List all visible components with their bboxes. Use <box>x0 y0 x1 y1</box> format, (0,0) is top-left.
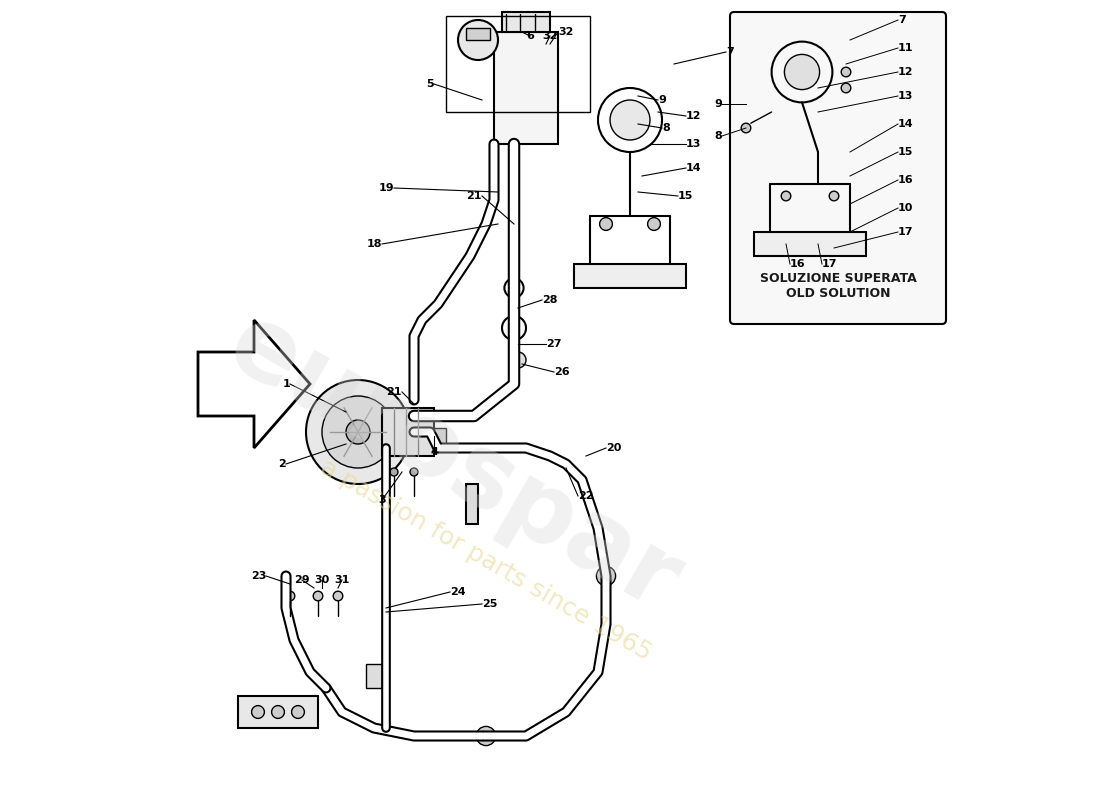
Text: 2: 2 <box>278 459 286 469</box>
Text: 32: 32 <box>542 31 558 41</box>
Text: 4: 4 <box>430 447 438 457</box>
Circle shape <box>610 100 650 140</box>
Circle shape <box>272 706 285 718</box>
Text: SOLUZIONE SUPERATA
OLD SOLUTION: SOLUZIONE SUPERATA OLD SOLUTION <box>760 272 916 300</box>
Circle shape <box>306 380 410 484</box>
Circle shape <box>314 591 322 601</box>
Text: 1: 1 <box>283 379 290 389</box>
Bar <box>446 16 590 112</box>
Bar <box>754 232 866 256</box>
Text: 14: 14 <box>898 119 914 129</box>
Circle shape <box>292 706 305 718</box>
Text: 15: 15 <box>898 147 913 157</box>
Circle shape <box>322 396 394 468</box>
Text: 32: 32 <box>558 27 573 37</box>
Text: 16: 16 <box>898 175 914 185</box>
Text: 15: 15 <box>678 191 693 201</box>
Circle shape <box>252 706 264 718</box>
Bar <box>434 428 446 444</box>
Text: 26: 26 <box>554 367 570 377</box>
Bar <box>238 696 318 728</box>
Text: 25: 25 <box>482 599 497 609</box>
Text: 12: 12 <box>898 67 913 77</box>
Circle shape <box>784 54 820 90</box>
Text: 6: 6 <box>526 31 534 41</box>
Circle shape <box>333 591 343 601</box>
Bar <box>502 12 550 32</box>
Text: 13: 13 <box>686 139 702 149</box>
Circle shape <box>741 123 751 133</box>
Text: 17: 17 <box>822 259 837 269</box>
Circle shape <box>842 83 850 93</box>
Text: 27: 27 <box>546 339 561 349</box>
Circle shape <box>346 420 370 444</box>
Text: 12: 12 <box>686 111 702 121</box>
Text: 17: 17 <box>898 227 913 237</box>
Text: 21: 21 <box>466 191 482 201</box>
Circle shape <box>476 726 496 746</box>
Circle shape <box>781 191 791 201</box>
Bar <box>466 484 478 524</box>
Circle shape <box>390 468 398 476</box>
Text: 20: 20 <box>606 443 621 453</box>
Circle shape <box>600 218 613 230</box>
Text: 29: 29 <box>294 575 310 585</box>
Bar <box>574 264 686 288</box>
Text: 28: 28 <box>542 295 558 305</box>
Circle shape <box>842 67 850 77</box>
FancyBboxPatch shape <box>730 12 946 324</box>
Circle shape <box>648 218 660 230</box>
Text: 11: 11 <box>898 43 913 53</box>
Text: 22: 22 <box>578 491 594 501</box>
Bar <box>494 32 558 144</box>
Bar <box>366 664 382 688</box>
Text: 5: 5 <box>427 79 434 89</box>
Circle shape <box>410 468 418 476</box>
Bar <box>382 408 435 456</box>
Text: a passion for parts since 1965: a passion for parts since 1965 <box>316 455 656 665</box>
Text: 18: 18 <box>366 239 382 249</box>
Circle shape <box>510 352 526 368</box>
Text: 10: 10 <box>898 203 913 213</box>
Text: 7: 7 <box>898 15 905 25</box>
Text: 16: 16 <box>790 259 805 269</box>
Bar <box>466 28 490 40</box>
Text: 23: 23 <box>251 571 266 581</box>
Text: 7: 7 <box>726 47 734 57</box>
Text: 30: 30 <box>315 575 330 585</box>
Text: 19: 19 <box>378 183 394 193</box>
Circle shape <box>596 566 616 586</box>
Circle shape <box>285 591 295 601</box>
Text: 3: 3 <box>378 495 386 505</box>
Text: 8: 8 <box>714 131 722 141</box>
Text: 14: 14 <box>686 163 702 173</box>
Text: 9: 9 <box>714 99 722 109</box>
Text: eurospar: eurospar <box>211 296 696 632</box>
Text: 31: 31 <box>334 575 350 585</box>
Circle shape <box>829 191 839 201</box>
Text: 24: 24 <box>450 587 465 597</box>
Text: 13: 13 <box>898 91 913 101</box>
Text: 9: 9 <box>658 95 666 105</box>
Text: 8: 8 <box>662 123 670 133</box>
Circle shape <box>458 20 498 60</box>
Text: 21: 21 <box>386 387 402 397</box>
